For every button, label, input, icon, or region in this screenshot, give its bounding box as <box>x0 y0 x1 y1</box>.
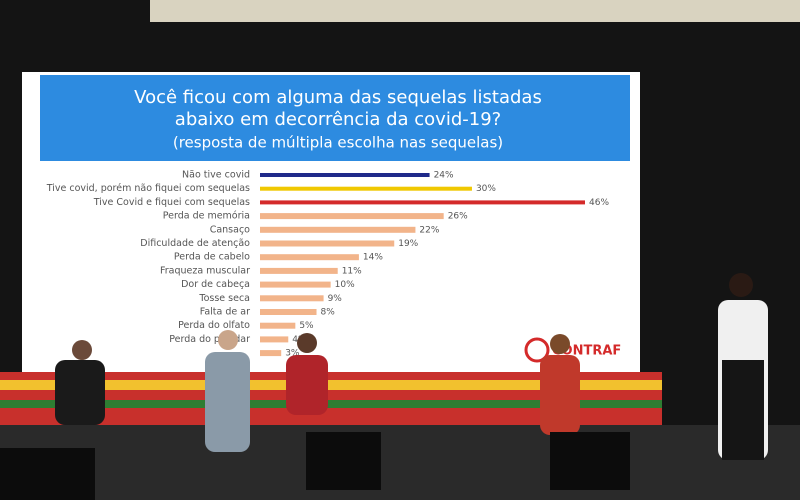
speaker <box>306 432 381 490</box>
ceiling <box>150 0 800 22</box>
data-label: 11% <box>342 266 362 276</box>
data-label: 19% <box>398 239 418 249</box>
person-head <box>729 273 753 297</box>
data-label: 9% <box>328 294 343 304</box>
category-label: Dificuldade de atenção <box>140 238 250 249</box>
category-label: Fraqueza muscular <box>160 265 250 276</box>
data-label: 26% <box>448 212 468 222</box>
banner-stripe <box>0 380 662 390</box>
person-head <box>218 330 238 350</box>
category-label: Perda do paladar <box>169 334 250 345</box>
data-label: 3% <box>285 349 300 359</box>
person <box>55 360 105 425</box>
category-label: Perda de memória <box>163 211 250 222</box>
bar <box>260 309 317 315</box>
chart-title: Você ficou com alguma das sequelas lista… <box>134 87 542 130</box>
bar <box>260 254 359 261</box>
category-label: Perda de cabelo <box>174 252 250 263</box>
bar <box>260 267 338 274</box>
category-label: Tive Covid e fiquei com sequelas <box>93 197 250 208</box>
bar <box>260 200 585 205</box>
banner-stripe <box>0 400 662 408</box>
bar <box>260 336 289 343</box>
data-label: 10% <box>335 280 355 290</box>
bar <box>260 226 416 233</box>
data-label: 24% <box>434 171 454 181</box>
bar <box>260 281 331 288</box>
person <box>205 352 250 452</box>
category-label: Cansaço <box>210 224 250 235</box>
bar <box>260 295 324 302</box>
person-head <box>297 333 317 353</box>
speaker <box>550 432 630 490</box>
data-label: 30% <box>476 184 496 194</box>
data-label: 22% <box>419 225 439 235</box>
chart-subtitle: (resposta de múltipla escolha nas sequel… <box>173 134 503 152</box>
category-label: Perda do olfato <box>178 320 250 331</box>
bar <box>260 213 444 220</box>
data-label: 14% <box>363 253 383 263</box>
data-label: 5% <box>299 321 314 331</box>
data-label: 8% <box>321 308 336 318</box>
person <box>540 355 580 435</box>
bar <box>260 240 395 247</box>
person-head <box>550 334 570 354</box>
person-head <box>72 340 92 360</box>
person <box>286 355 328 415</box>
category-label: Falta de ar <box>200 307 250 318</box>
category-label: Tosse seca <box>198 293 250 304</box>
category-label: Não tive covid <box>182 170 250 181</box>
category-label: Dor de cabeça <box>181 279 250 290</box>
bar <box>260 186 472 191</box>
bar <box>260 350 282 357</box>
slide-header <box>40 75 630 161</box>
people <box>0 273 768 500</box>
bar <box>260 322 296 329</box>
data-label: 46% <box>589 198 609 208</box>
speaker <box>0 448 95 500</box>
person-legs <box>722 360 764 460</box>
stage-floor <box>0 425 800 500</box>
category-label: Tive covid, porém não fiquei com sequela… <box>46 183 250 194</box>
bar <box>260 173 430 177</box>
logo-icon <box>524 337 550 363</box>
